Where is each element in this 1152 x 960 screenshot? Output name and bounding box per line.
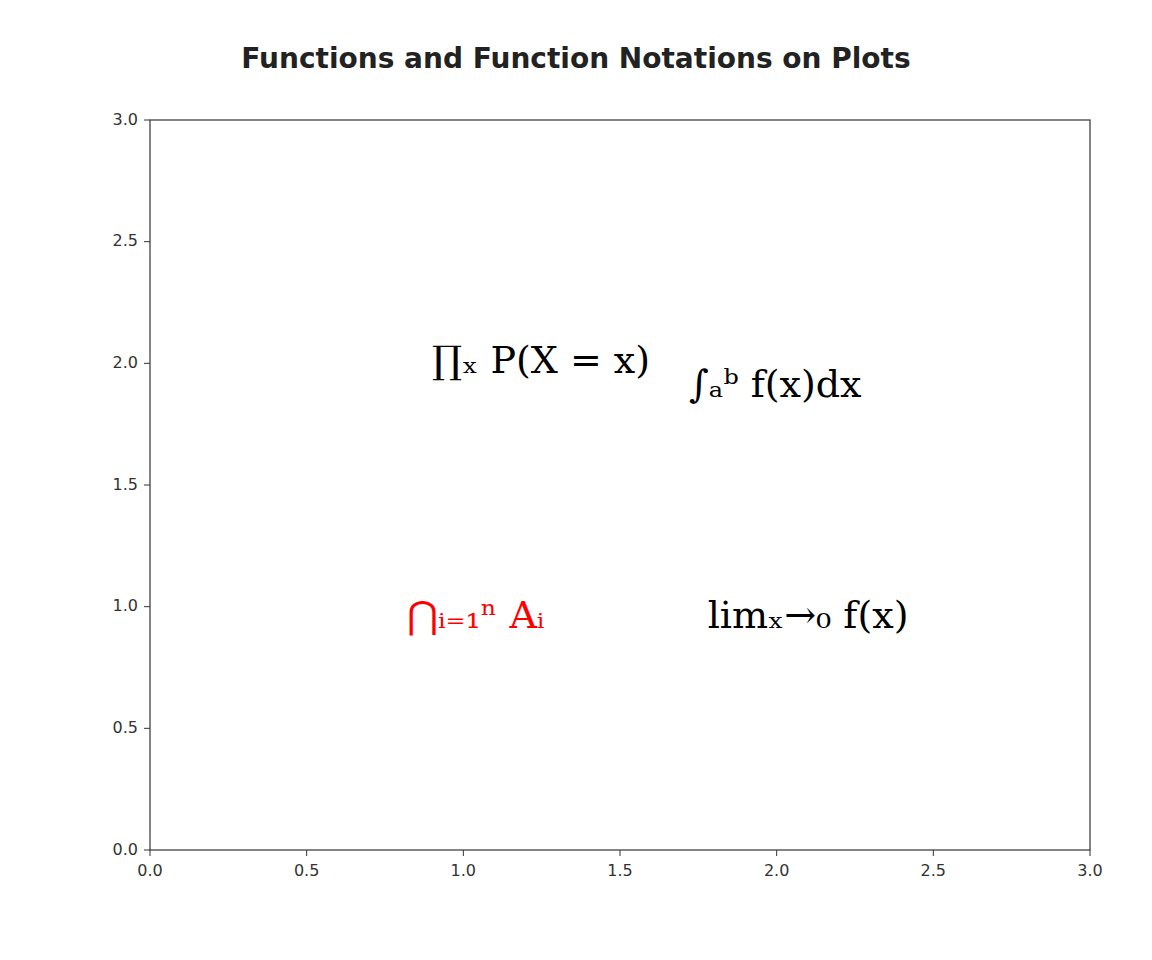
y-tick <box>144 728 150 729</box>
y-tick-label: 1.0 <box>113 596 138 615</box>
y-tick <box>144 241 150 242</box>
annotations: ∏ₓ P(X = x) ∫ₐᵇ f(x)dx ⋂ᵢ₌₁ⁿ Aᵢ limₓ→₀ f(x) <box>407 338 909 637</box>
annotation: ∏ₓ P(X = x) <box>432 338 650 382</box>
title: Functions and Function Notations on Plot… <box>241 42 910 75</box>
x-axis: 0.0 0.5 1.0 1.5 2.0 2.5 3.0 <box>137 850 1102 880</box>
y-tick <box>144 363 150 364</box>
y-tick <box>144 606 150 607</box>
chart-container: Functions and Function Notations on Plot… <box>0 0 1152 960</box>
x-tick-label: 2.0 <box>764 861 789 880</box>
annotation: ⋂ᵢ₌₁ⁿ Aᵢ <box>407 593 545 637</box>
y-tick <box>144 485 150 486</box>
x-tick-label: 1.0 <box>451 861 476 880</box>
background <box>0 0 1152 960</box>
y-tick-label: 1.5 <box>113 475 138 494</box>
y-tick-label: 2.0 <box>113 353 138 372</box>
annotation: limₓ→₀ f(x) <box>708 593 909 637</box>
y-tick-label: 2.5 <box>113 231 138 250</box>
x-tick <box>306 850 307 856</box>
y-tick <box>144 120 150 121</box>
x-tick-label: 2.5 <box>921 861 946 880</box>
x-tick-label: 1.5 <box>607 861 632 880</box>
x-tick <box>776 850 777 856</box>
x-tick-label: 3.0 <box>1077 861 1102 880</box>
y-tick-label: 3.0 <box>113 110 138 129</box>
x-tick <box>933 850 934 856</box>
y-axis: 0.0 0.5 1.0 1.5 2.0 2.5 3.0 <box>113 110 150 859</box>
chart-svg: Functions and Function Notations on Plot… <box>0 0 1152 960</box>
y-tick <box>144 850 150 851</box>
x-tick <box>1090 850 1091 856</box>
x-tick <box>150 850 151 856</box>
annotation: ∫ₐᵇ f(x)dx <box>689 362 862 406</box>
x-tick <box>620 850 621 856</box>
x-tick <box>463 850 464 856</box>
plot-frame <box>150 120 1090 850</box>
x-tick-label: 0.5 <box>294 861 319 880</box>
y-tick-label: 0.5 <box>113 718 138 737</box>
x-tick-label: 0.0 <box>137 861 162 880</box>
y-tick-label: 0.0 <box>113 840 138 859</box>
